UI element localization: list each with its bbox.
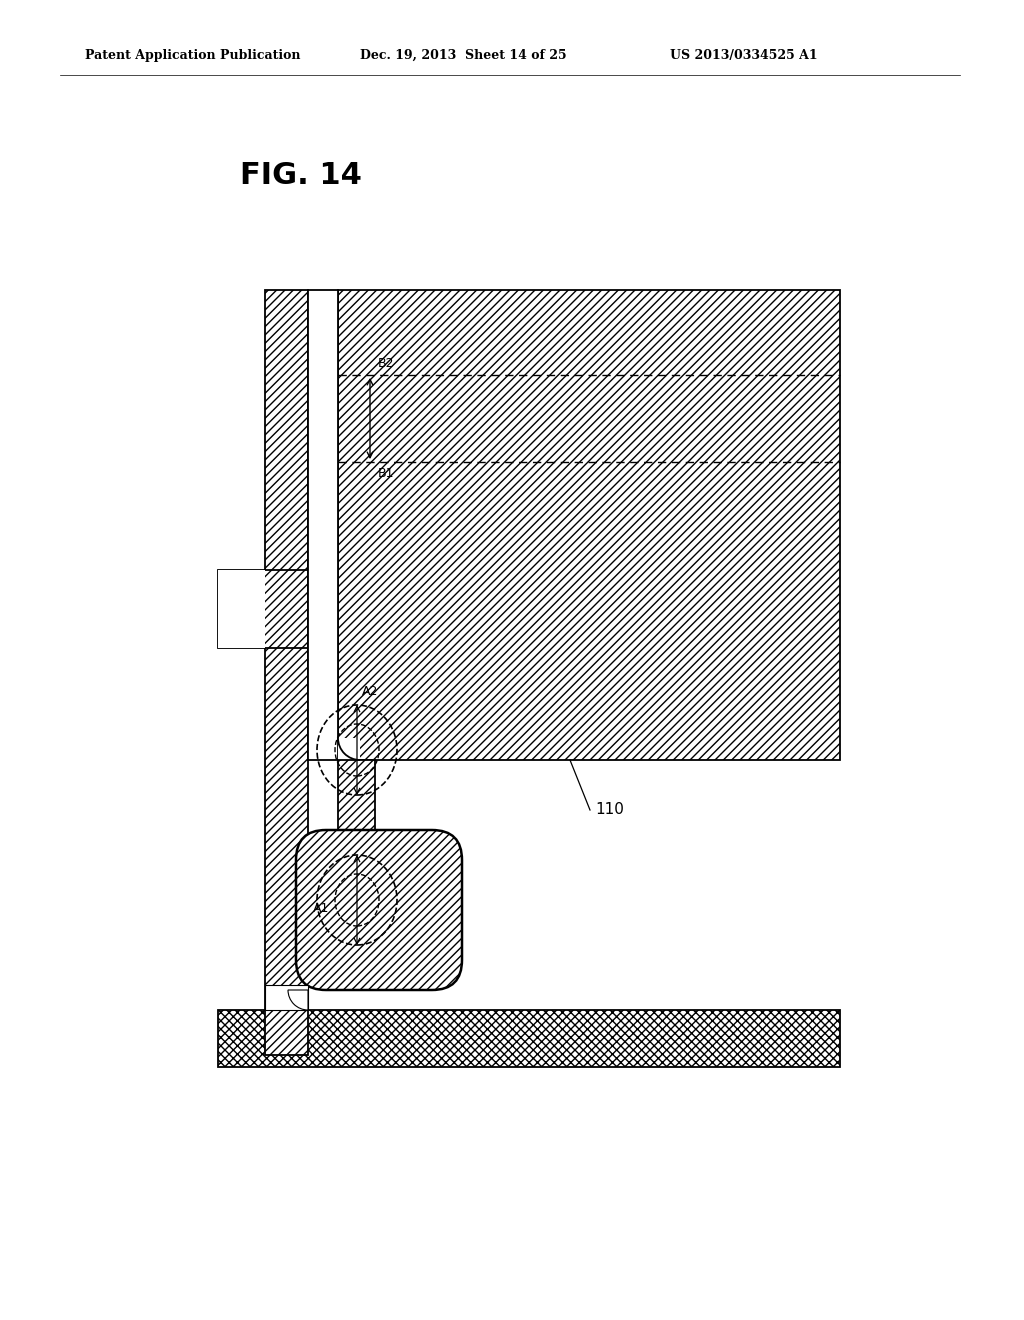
Text: Patent Application Publication: Patent Application Publication [85,49,300,62]
Bar [218,1010,840,1067]
Bar [218,570,308,648]
Bar [265,290,308,1055]
Text: A1: A1 [313,902,330,915]
Wedge shape [288,990,308,1010]
Bar [338,290,840,760]
Bar [338,760,375,830]
Bar [265,985,308,1010]
Bar [308,290,338,760]
FancyBboxPatch shape [296,830,462,990]
Text: Dec. 19, 2013  Sheet 14 of 25: Dec. 19, 2013 Sheet 14 of 25 [360,49,566,62]
Bar [338,738,360,760]
Text: 110: 110 [595,803,624,817]
Text: FIG. 14: FIG. 14 [240,161,361,190]
Text: US 2013/0334525 A1: US 2013/0334525 A1 [670,49,817,62]
Text: B2: B2 [378,356,394,370]
Bar [218,570,265,648]
Text: A2: A2 [362,685,379,698]
Text: B1: B1 [378,467,394,480]
